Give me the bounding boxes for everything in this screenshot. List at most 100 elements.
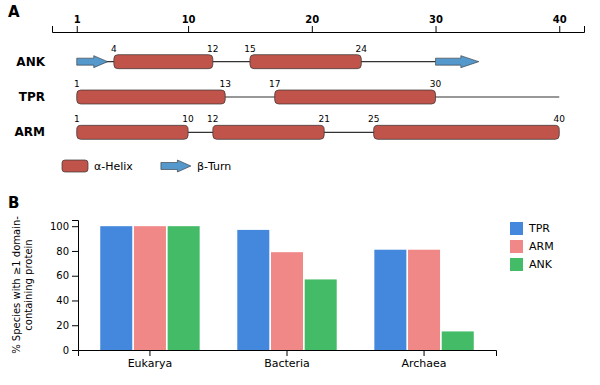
tick: Eukarya — [128, 350, 173, 370]
tick-label: 20 — [56, 320, 69, 331]
tick-mark — [188, 26, 189, 32]
axis-line — [53, 26, 585, 33]
bar — [237, 230, 269, 350]
tick: Archaea — [402, 350, 447, 370]
data-label: 30 — [430, 79, 442, 89]
data-label: 15 — [244, 44, 255, 54]
tick: 100 — [50, 221, 78, 232]
legend-item: ANK — [510, 258, 553, 271]
tick-mark — [424, 350, 425, 356]
data-label: 1 — [74, 79, 80, 89]
y-axis: ANK TPR ARM — [15, 55, 46, 140]
tick-label: 80 — [56, 246, 69, 257]
bar — [374, 250, 406, 350]
y-axis: 0 20 40 60 80 100 — [50, 221, 79, 356]
helix — [77, 125, 188, 139]
legend-swatch — [62, 160, 88, 172]
legend-swatch — [510, 240, 523, 253]
legend-label: ARM — [529, 240, 554, 253]
tick-label: Eukarya — [128, 357, 173, 370]
tick: Bacteria — [264, 350, 310, 370]
data-label: 21 — [318, 114, 329, 124]
tick: 10 — [182, 14, 196, 32]
tick-mark — [312, 26, 313, 32]
legend-label: ANK — [529, 258, 553, 271]
tick-label: 40 — [553, 14, 567, 25]
helix — [275, 90, 436, 104]
tick-mark — [287, 350, 288, 356]
legend: α-Helix β-Turn — [62, 160, 231, 173]
legend-item: β-Turn — [161, 160, 231, 173]
tick: 20 — [56, 320, 78, 331]
legend-item: α-Helix — [62, 160, 133, 173]
tick-mark — [436, 26, 437, 32]
tick-label: ARM — [15, 125, 45, 139]
tick-label: 40 — [56, 295, 69, 306]
panel-title: A — [8, 3, 20, 21]
bar — [168, 226, 200, 350]
x-axis: Eukarya Bacteria Archaea — [79, 350, 497, 370]
legend-label: α-Helix — [94, 160, 133, 173]
x-axis: 1 10 20 30 40 — [53, 14, 585, 33]
tick: TPR — [19, 90, 45, 104]
tick-mark — [72, 226, 78, 227]
tick-label: Archaea — [402, 357, 447, 370]
legend-swatch — [510, 258, 523, 271]
tick-label: TPR — [19, 90, 45, 104]
legend-swatch — [510, 222, 523, 235]
bar — [134, 226, 166, 350]
bar — [408, 250, 440, 350]
tick-mark — [77, 26, 78, 32]
helix — [77, 90, 225, 104]
bar — [271, 252, 303, 350]
beta-turn — [436, 56, 479, 68]
tick: ANK — [16, 55, 45, 69]
tick: 0 — [63, 345, 78, 356]
axis-title: % Species with ≥1 domain-containing prot… — [11, 216, 34, 354]
tick: 20 — [305, 14, 319, 32]
helix — [250, 55, 361, 69]
tick-label: 1 — [74, 14, 81, 25]
tick-mark — [72, 251, 78, 252]
bar — [100, 226, 132, 350]
panel-title: B — [8, 194, 19, 212]
axis-line — [72, 221, 79, 351]
tick-label: 100 — [50, 221, 69, 232]
data-label: 4 — [111, 44, 117, 54]
beta-turn — [77, 56, 108, 68]
legend-item: TPR — [510, 222, 550, 235]
tick-label: 30 — [429, 14, 443, 25]
tick-mark — [72, 300, 78, 301]
tick-label: ANK — [16, 55, 45, 69]
plot-area — [77, 55, 560, 140]
helix — [114, 55, 213, 69]
tick: 40 — [553, 14, 567, 32]
tick-mark — [559, 26, 560, 32]
legend-swatch — [161, 160, 191, 172]
tick: 60 — [56, 270, 78, 281]
tick: 30 — [429, 14, 443, 32]
data-label: 25 — [368, 114, 379, 124]
data-label: 12 — [207, 44, 218, 54]
tick-label: 0 — [63, 345, 69, 356]
legend-item: ARM — [510, 240, 554, 253]
tick: 1 — [74, 14, 81, 32]
helix — [213, 125, 324, 139]
tick-mark — [149, 350, 150, 356]
axis-line — [79, 351, 497, 357]
tick: 40 — [56, 295, 78, 306]
legend-label: β-Turn — [197, 160, 231, 173]
legend-label: TPR — [528, 222, 550, 235]
helix — [374, 125, 560, 139]
data-label: 17 — [269, 79, 280, 89]
tick: 80 — [56, 246, 78, 257]
tick-label: 20 — [305, 14, 319, 25]
data-labels: 4121524113173011012212540 — [74, 44, 565, 125]
data-label: 12 — [207, 114, 218, 124]
data-label: 24 — [356, 44, 368, 54]
legend: TPR ARM ANK — [510, 222, 554, 271]
tick-label: 60 — [56, 270, 69, 281]
data-label: 10 — [182, 114, 194, 124]
plot-area — [100, 226, 474, 350]
data-label: 1 — [74, 114, 80, 124]
